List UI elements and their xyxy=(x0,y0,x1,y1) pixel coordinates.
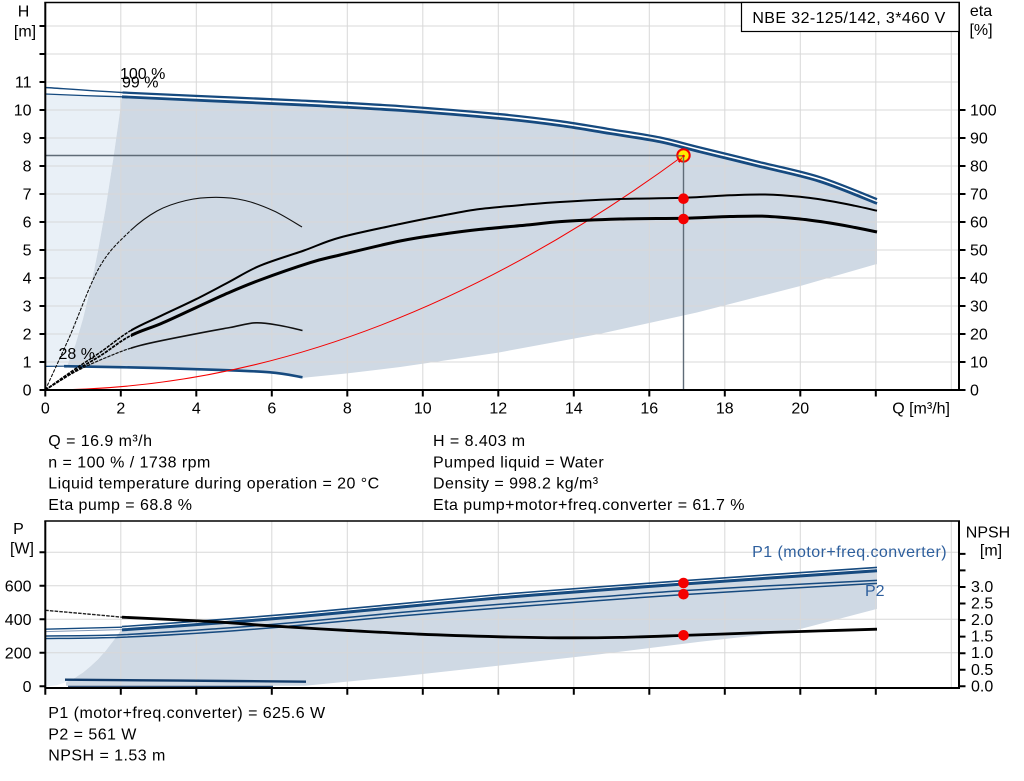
svg-text:90: 90 xyxy=(970,131,988,148)
svg-text:1: 1 xyxy=(23,355,32,372)
svg-text:1.5: 1.5 xyxy=(971,629,993,646)
svg-text:40: 40 xyxy=(970,271,988,288)
svg-text:50: 50 xyxy=(970,243,988,260)
svg-text:14: 14 xyxy=(565,401,583,418)
svg-text:Liquid temperature during oper: Liquid temperature during operation = 20… xyxy=(48,476,379,493)
svg-text:0.0: 0.0 xyxy=(971,678,993,695)
svg-text:2.5: 2.5 xyxy=(971,596,993,613)
svg-text:Q = 16.9 m³/h: Q = 16.9 m³/h xyxy=(48,433,152,450)
svg-text:200: 200 xyxy=(5,645,32,662)
svg-text:7: 7 xyxy=(23,187,32,204)
svg-text:70: 70 xyxy=(970,187,988,204)
svg-text:10: 10 xyxy=(14,103,32,120)
svg-text:1.0: 1.0 xyxy=(971,645,993,662)
svg-text:600: 600 xyxy=(5,578,32,595)
svg-text:6: 6 xyxy=(23,215,32,232)
svg-text:28 %: 28 % xyxy=(59,346,95,363)
svg-text:[m]: [m] xyxy=(14,24,36,41)
svg-text:Q [m³/h]: Q [m³/h] xyxy=(892,401,950,418)
svg-text:6: 6 xyxy=(267,401,276,418)
svg-text:80: 80 xyxy=(970,159,988,176)
svg-text:20: 20 xyxy=(970,327,988,344)
svg-text:P: P xyxy=(13,521,24,538)
svg-text:30: 30 xyxy=(970,299,988,316)
svg-text:4: 4 xyxy=(23,271,32,288)
svg-text:20: 20 xyxy=(791,401,809,418)
svg-text:2: 2 xyxy=(23,327,32,344)
svg-text:H = 8.403 m: H = 8.403 m xyxy=(433,433,526,450)
svg-text:60: 60 xyxy=(970,215,988,232)
svg-text:Eta pump+motor+freq.converter: Eta pump+motor+freq.converter = 61.7 % xyxy=(433,497,745,514)
svg-text:5: 5 xyxy=(23,243,32,260)
svg-text:[m]: [m] xyxy=(980,543,1002,560)
svg-text:Eta pump = 68.8 %: Eta pump = 68.8 % xyxy=(48,497,192,514)
svg-text:4: 4 xyxy=(192,401,201,418)
svg-text:[%]: [%] xyxy=(969,22,992,39)
svg-text:NPSH = 1.53 m: NPSH = 1.53 m xyxy=(48,748,165,765)
svg-text:0: 0 xyxy=(41,401,50,418)
svg-text:NPSH: NPSH xyxy=(966,525,1010,542)
svg-text:2.0: 2.0 xyxy=(971,612,993,629)
svg-text:[W]: [W] xyxy=(10,541,34,558)
svg-text:0.5: 0.5 xyxy=(971,662,993,679)
svg-text:18: 18 xyxy=(716,401,734,418)
svg-text:n = 100 % / 1738 rpm: n = 100 % / 1738 rpm xyxy=(48,454,210,471)
svg-text:Density = 998.2 kg/m³: Density = 998.2 kg/m³ xyxy=(433,476,599,493)
svg-text:eta: eta xyxy=(970,3,992,20)
svg-text:2: 2 xyxy=(116,401,125,418)
svg-text:100: 100 xyxy=(970,103,997,120)
svg-text:H: H xyxy=(18,4,30,21)
svg-text:8: 8 xyxy=(343,401,352,418)
svg-text:0: 0 xyxy=(970,383,979,400)
svg-text:99 %: 99 % xyxy=(122,75,158,92)
svg-text:P2: P2 xyxy=(865,583,885,600)
svg-text:3.0: 3.0 xyxy=(971,579,993,596)
svg-text:400: 400 xyxy=(5,612,32,629)
svg-text:11: 11 xyxy=(15,75,32,92)
svg-text:0: 0 xyxy=(23,383,32,400)
svg-text:8: 8 xyxy=(23,159,32,176)
svg-text:100 %: 100 % xyxy=(120,66,165,83)
svg-text:0: 0 xyxy=(23,679,32,696)
svg-text:P1 (motor+freq.converter): P1 (motor+freq.converter) xyxy=(752,544,947,561)
svg-text:P2 = 561 W: P2 = 561 W xyxy=(48,726,137,743)
svg-text:Pumped liquid = Water: Pumped liquid = Water xyxy=(433,454,604,471)
svg-text:12: 12 xyxy=(489,401,507,418)
svg-text:10: 10 xyxy=(414,401,432,418)
svg-text:10: 10 xyxy=(970,355,988,372)
svg-text:P1 (motor+freq.converter) = 62: P1 (motor+freq.converter) = 625.6 W xyxy=(48,705,326,722)
svg-text:3: 3 xyxy=(23,299,32,316)
svg-text:9: 9 xyxy=(23,131,32,148)
svg-text:NBE 32-125/142, 3*460 V: NBE 32-125/142, 3*460 V xyxy=(752,10,945,27)
svg-text:16: 16 xyxy=(640,401,658,418)
